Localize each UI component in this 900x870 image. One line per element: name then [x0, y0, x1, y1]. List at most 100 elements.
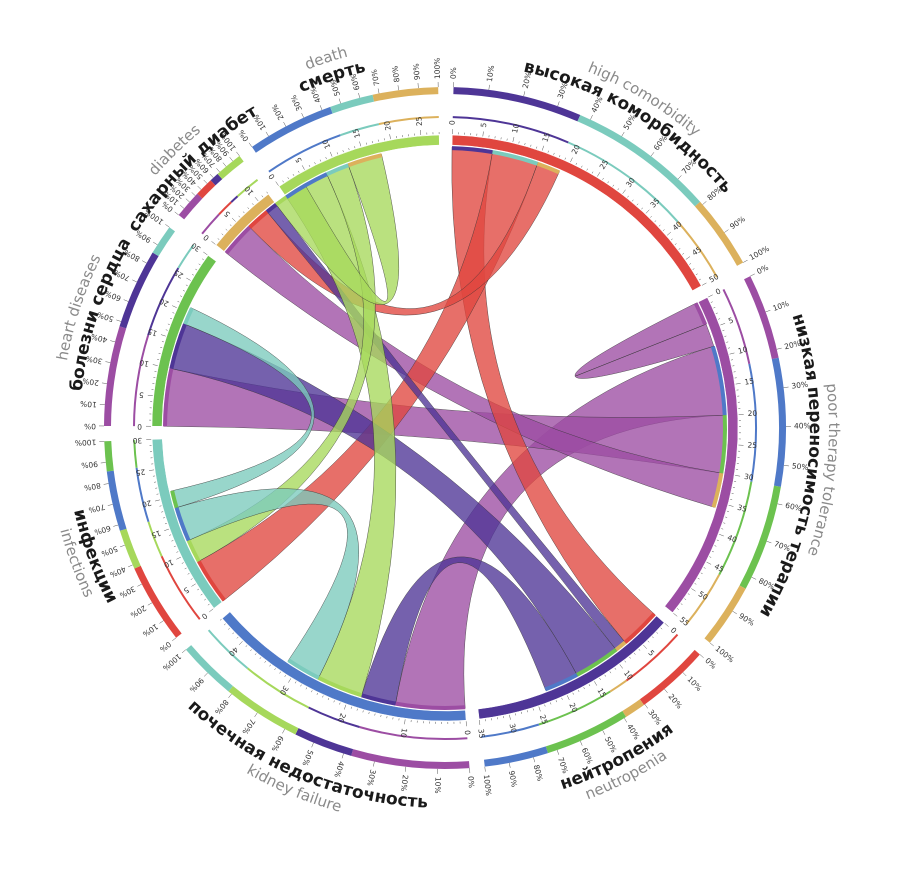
tick-2-11: [614, 667, 617, 670]
tick-2-4: [647, 640, 650, 643]
tick-0-14: [536, 146, 538, 149]
pct-label-0-0: 0%: [449, 67, 458, 79]
tick-0-31: [627, 195, 629, 198]
tick-4-13: [171, 540, 174, 542]
group-arc-3[interactable]: [221, 611, 467, 722]
group-strip-1-1: [710, 345, 727, 416]
tick-2-20: [566, 695, 570, 701]
comp-band-0-1: [577, 114, 701, 207]
pct-label-7-3: 30%: [289, 94, 304, 113]
group-arc-5[interactable]: [151, 255, 217, 427]
ribbon-3[interactable]: [225, 226, 723, 508]
group-arc-6[interactable]: [215, 193, 275, 252]
group-strip-7-12: [347, 153, 383, 168]
tick-label-1-5: 5: [727, 315, 735, 325]
tick-label-0-15: 15: [540, 131, 552, 143]
tick-0-49: [698, 278, 701, 281]
tick-0-28: [612, 184, 615, 187]
tick-0-10: [512, 137, 515, 142]
pct-tick-6-9: [229, 157, 233, 162]
group-arc-2[interactable]: [477, 615, 665, 720]
tick-0-40: [666, 231, 672, 236]
tick-1-54: [676, 608, 679, 610]
tick-4-10: [176, 556, 181, 560]
comp-band-4-3: [104, 441, 114, 472]
group-arc-0[interactable]: [451, 134, 702, 292]
tick-2-22: [555, 700, 557, 703]
tick-3-39: [245, 645, 248, 648]
tick-7-3: [292, 173, 295, 176]
group-strip-2-4: [623, 612, 656, 644]
comp-band-7-0: [251, 106, 333, 153]
group-ticks-2: 0 5 10 15 20 25 30 35: [476, 623, 679, 739]
pct-label-3-4: 40%: [332, 760, 346, 779]
group-arc-1[interactable]: [664, 297, 739, 613]
tick-0-47: [692, 268, 695, 270]
pct-tick-3-6: [282, 728, 285, 734]
tick-label-0-30: 30: [624, 176, 637, 189]
pct-tick-7-7: [377, 88, 380, 94]
pct-tick-6-0: [174, 211, 179, 216]
comp-band-2-2: [545, 711, 627, 754]
tick-1-50: [691, 588, 696, 592]
pct-tick-3-4: [341, 753, 344, 759]
ribbon-0[interactable]: [574, 302, 715, 379]
tick-4-4: [197, 588, 200, 591]
tick-label-1-30: 30: [743, 472, 754, 482]
group-strip-6-7: [265, 202, 278, 214]
tick-1-38: [723, 522, 726, 524]
tick-4-8: [184, 567, 187, 570]
pct-label-3-0: 0%: [466, 776, 476, 789]
tick-3-18: [356, 708, 358, 711]
pct-tick-6-10: [236, 151, 240, 157]
tick-5-12: [158, 352, 161, 354]
tick-2-6: [638, 648, 641, 651]
tick-3-33: [274, 668, 276, 671]
pct-label-5-2: 20%: [82, 376, 100, 387]
pct-tick-6-2: [185, 198, 190, 203]
pct-tick-4-3: [137, 583, 142, 587]
tick-3-20: [344, 704, 347, 710]
tick-5-28: [198, 263, 201, 266]
group-strip-1-0: [693, 302, 708, 326]
comp-band-0-2: [694, 201, 744, 266]
tick-label-5-20: 20: [158, 296, 171, 308]
pct-tick-7-3: [301, 113, 304, 118]
tick-3-42: [232, 632, 235, 635]
pct-label-1-4: 40%: [794, 421, 811, 430]
comp-line-0-2: [676, 221, 718, 278]
comp-band-5-2: [152, 227, 176, 257]
pct-tick-3-8: [228, 693, 232, 699]
tick-1-15: [735, 383, 741, 385]
tick-4-6: [190, 578, 193, 580]
tick-label-0-0: 0: [448, 120, 457, 125]
pct-tick-0-6: [650, 152, 655, 157]
pct-label-4-9: 90%: [81, 459, 98, 470]
tick-5-5: [147, 394, 153, 397]
group-strip-1-3: [711, 472, 724, 508]
pct-label-7-2: 20%: [270, 103, 286, 122]
tick-5-30: [203, 251, 208, 256]
tick-label-4-5: 5: [182, 585, 191, 595]
comp-line-1-1: [748, 363, 757, 482]
tick-label-3-0: 0: [463, 730, 472, 736]
pct-tick-0-2: [523, 91, 526, 97]
tick-3-30: [288, 678, 292, 683]
tick-5-25: [186, 277, 191, 281]
tick-2-17: [583, 687, 585, 690]
tick-2-7: [633, 652, 636, 655]
pct-label-1-0: 0%: [755, 263, 770, 276]
group-arc-4[interactable]: [151, 438, 223, 609]
tick-7-14: [354, 146, 356, 149]
tick-3-36: [259, 657, 262, 660]
pct-tick-7-0: [248, 142, 253, 148]
tick-1-41: [716, 539, 719, 541]
pct-tick-2-7: [556, 749, 560, 755]
tick-1-8: [726, 341, 729, 343]
tick-label-0-35: 35: [648, 196, 661, 209]
tick-1-46: [703, 567, 706, 569]
tick-7-4: [298, 170, 300, 173]
tick-5-21: [177, 301, 180, 303]
group-arc-7[interactable]: [278, 134, 440, 196]
